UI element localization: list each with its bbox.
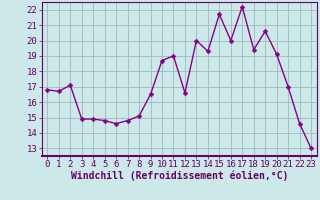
X-axis label: Windchill (Refroidissement éolien,°C): Windchill (Refroidissement éolien,°C) (70, 171, 288, 181)
